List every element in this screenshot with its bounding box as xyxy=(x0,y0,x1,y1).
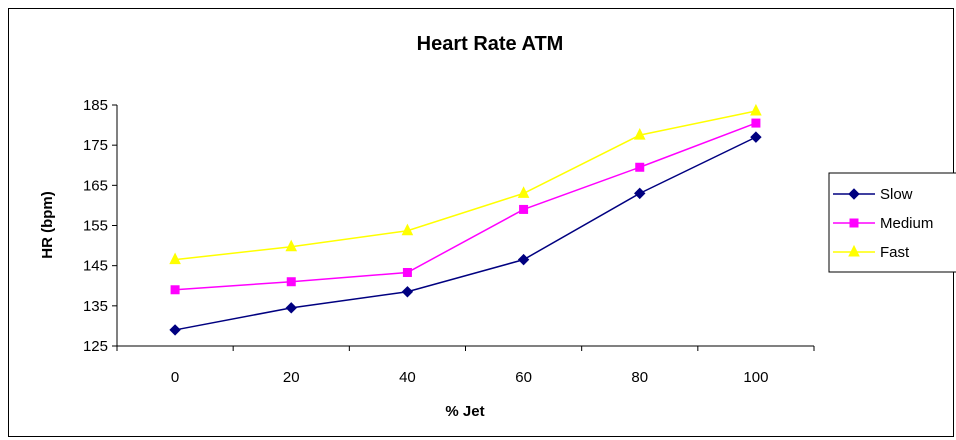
y-tick-label: 175 xyxy=(83,137,108,154)
data-point-fast xyxy=(401,223,414,236)
plot-area: 125 135 145 155 165 175 185 0 20 40 60 80 100 xyxy=(83,97,815,386)
series-line-fast xyxy=(175,110,757,261)
x-tick-label: 100 xyxy=(743,369,768,386)
legend-marker-medium xyxy=(849,218,859,228)
y-axis-title: HR (bpm) xyxy=(39,191,56,259)
y-tick-label: 125 xyxy=(83,338,108,355)
data-point-medium xyxy=(170,285,180,295)
x-axis-title: % Jet xyxy=(445,403,484,420)
data-point-fast xyxy=(750,103,762,116)
x-tick-label: 40 xyxy=(399,369,416,386)
data-point-medium xyxy=(519,204,529,214)
y-tick-label: 165 xyxy=(83,177,108,194)
data-point-slow xyxy=(517,253,530,266)
data-point-medium xyxy=(402,267,412,277)
legend-marker-slow xyxy=(848,188,860,200)
y-tick-label: 185 xyxy=(83,97,108,114)
legend-label-medium: Medium xyxy=(880,215,933,232)
data-point-slow xyxy=(285,302,297,314)
legend-label-fast: Fast xyxy=(880,244,910,261)
y-tick-label: 145 xyxy=(83,258,108,275)
x-tick-label: 80 xyxy=(631,369,648,386)
data-point-fast xyxy=(285,239,298,252)
series-line-medium xyxy=(175,122,757,291)
data-point-fast xyxy=(517,186,530,198)
legend: Slow Medium Fast xyxy=(828,172,956,273)
data-point-slow xyxy=(750,131,762,143)
data-point-slow xyxy=(634,187,646,200)
x-tick-label: 0 xyxy=(171,369,179,386)
data-point-medium xyxy=(751,118,761,128)
series-line-slow xyxy=(174,136,757,331)
data-point-fast xyxy=(633,128,646,140)
legend-marker-fast xyxy=(848,244,860,257)
data-point-slow xyxy=(169,324,181,336)
y-tick-label: 155 xyxy=(83,218,108,235)
y-tick-label: 135 xyxy=(83,298,108,315)
chart-title: Heart Rate ATM xyxy=(417,33,564,55)
data-point-fast xyxy=(169,252,181,265)
data-point-slow xyxy=(401,286,414,298)
x-tick-label: 60 xyxy=(515,369,532,386)
x-tick-label: 20 xyxy=(283,369,300,386)
data-point-medium xyxy=(286,277,296,287)
data-point-medium xyxy=(635,162,645,172)
legend-label-slow: Slow xyxy=(880,186,913,203)
